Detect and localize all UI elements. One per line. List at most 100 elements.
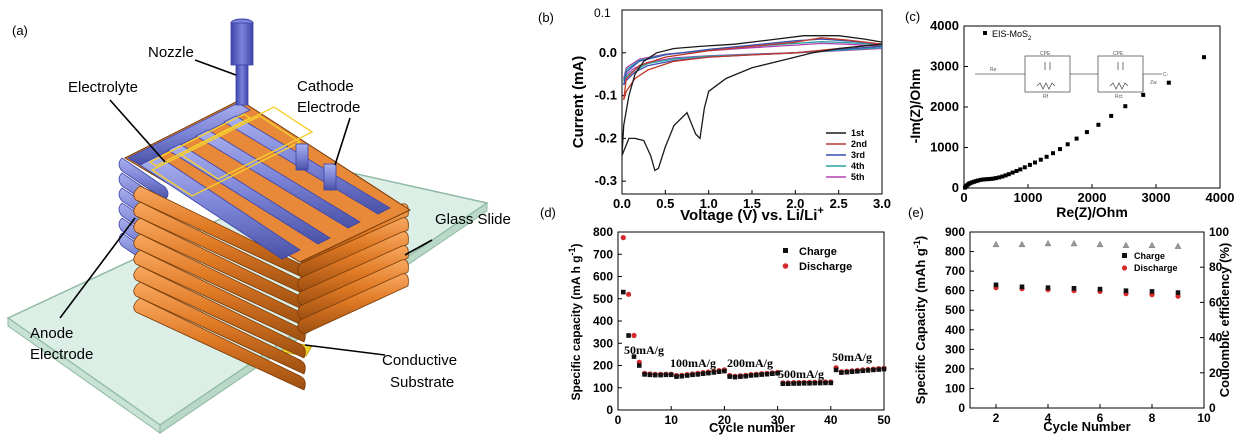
charge-point <box>785 381 791 386</box>
eis-point <box>986 177 991 182</box>
legend-marker-charge <box>783 248 788 253</box>
eis-point <box>1000 174 1005 179</box>
panel-d-ylabel-main: Specific capacity (mA h g <box>569 256 583 401</box>
x-tick-label: 0 <box>960 190 967 205</box>
charge-point <box>849 369 855 374</box>
rate-annotation: 50mA/g <box>624 343 664 357</box>
eis-point <box>1123 104 1128 109</box>
x-tick-label: 1.0 <box>700 196 718 211</box>
y-tick-label: 200 <box>593 359 613 373</box>
electrolyte-outline <box>178 106 314 180</box>
label-anode-2: Electrode <box>30 346 93 363</box>
y-tick-label: 3000 <box>930 59 959 74</box>
y-tick-label: 200 <box>945 362 965 376</box>
label-electrolyte: Electrolyte <box>68 79 138 96</box>
panel-d-ylabel: Specific capacity (mA h g-1) <box>567 244 583 401</box>
electrolyte-outline <box>150 115 302 197</box>
rate-annotation: 500mA/g <box>778 367 824 381</box>
panel-d-legend: Charge Discharge <box>782 246 852 273</box>
x-tick-label: 10 <box>665 413 679 427</box>
panel-d-ylabel-end: ) <box>569 244 583 248</box>
eis-point <box>1058 147 1062 152</box>
y-tick-label: 400 <box>593 314 613 328</box>
eis-point <box>976 178 981 183</box>
charge-point <box>855 369 860 374</box>
y-right-tick-label: 80 <box>1209 260 1223 274</box>
legend-label: 4th <box>851 161 865 171</box>
y-tick-label: 700 <box>593 247 613 261</box>
eis-point <box>1084 130 1089 135</box>
panel-c-legend-label: EIS-MoS2 <box>992 29 1032 42</box>
charge-point <box>770 371 775 376</box>
eis-point <box>994 176 998 181</box>
eis-point <box>1051 151 1055 156</box>
panel-c-legend-main: EIS-MoS <box>992 29 1028 39</box>
cv-series-2nd <box>623 37 883 101</box>
panel-e-ylabel-left-end: ) <box>913 236 928 240</box>
top-electrode-pattern <box>123 99 412 263</box>
y-tick-label: -0.2 <box>595 130 617 145</box>
charge-point <box>748 373 754 378</box>
charge-point <box>759 372 764 377</box>
legend-marker-discharge <box>782 263 789 269</box>
panel-e-legend: Charge Discharge <box>1121 251 1178 273</box>
charge-point <box>812 380 818 386</box>
charge-point <box>791 381 796 386</box>
cathode-tab <box>295 143 309 171</box>
charge-point <box>860 368 865 374</box>
discharge-point <box>631 332 637 339</box>
charge-point <box>631 354 637 359</box>
panel-c-legend-marker <box>983 31 987 35</box>
y-tick-label: 900 <box>945 225 965 239</box>
charge-point <box>1097 286 1103 292</box>
panel-c-xlabel: Re(Z)/Ohm <box>1056 204 1128 220</box>
x-tick-label: 40 <box>824 413 838 427</box>
anode-rod-side <box>297 273 409 335</box>
panel-a-schematic: (a) Nozzle Electrolyte Cathode Electrode <box>6 18 511 434</box>
eis-point <box>991 176 996 181</box>
eis-point <box>988 176 993 181</box>
circuit-out: C- <box>1163 72 1169 78</box>
panel-d-xlabel: Cycle number <box>709 420 795 435</box>
legend-label: 5th <box>851 172 865 182</box>
charge-point <box>658 372 663 378</box>
charge-point <box>796 381 802 386</box>
x-tick-label: 6 <box>1097 411 1104 425</box>
charge-point <box>1045 285 1051 290</box>
legend-label-discharge: Discharge <box>1134 263 1178 273</box>
panel-e-series <box>992 239 1182 299</box>
charge-point <box>732 374 738 380</box>
y-tick-label: 0 <box>958 401 965 415</box>
legend-label-discharge: Discharge <box>799 261 852 273</box>
cathode-top-rod <box>195 129 361 229</box>
panel-b-cv-chart: (b) 0.1 0.0 0.5 1.0 1.5 2.0 2.5 3.0 -0.3 -0.2 -0.… <box>538 6 891 224</box>
legend-label: 1st <box>851 128 864 138</box>
cathode-top-rod <box>139 155 301 260</box>
eis-point <box>1096 122 1101 127</box>
charge-point <box>807 381 812 386</box>
charge-point <box>844 369 850 375</box>
charge-point <box>1123 288 1129 293</box>
panel-c-plot-frame <box>963 25 1221 189</box>
panel-e-axes: 2 4 6 8 100100200300400500600700800900020406… <box>945 225 1229 425</box>
charge-point <box>1175 290 1181 295</box>
panel-b-letter: (b) <box>538 10 554 25</box>
circuit-c1: CPE <box>1040 51 1051 57</box>
charge-point <box>637 363 642 368</box>
y-tick-label: 2000 <box>930 99 959 114</box>
panel-b-xlabel: Voltage (V) vs. Li/Li+ <box>680 205 824 224</box>
y-right-tick-label: 40 <box>1209 331 1223 345</box>
y-tick-label: 500 <box>945 303 965 317</box>
charge-point <box>871 367 876 373</box>
anode-rod-side <box>297 217 409 279</box>
eis-point <box>983 177 988 182</box>
panel-e-cycling-chart: (e) 2 4 6 8 10010020030040050060070080090002… <box>908 205 1232 434</box>
x-tick-label: 1000 <box>1014 190 1043 205</box>
efficiency-point <box>1122 241 1130 248</box>
eis-point <box>1202 55 1206 60</box>
efficiency-point <box>992 240 1000 248</box>
x-tick-label: 4000 <box>1206 190 1235 205</box>
eis-point <box>997 175 1002 180</box>
eis-point <box>978 177 983 182</box>
efficiency-point <box>1018 240 1026 248</box>
